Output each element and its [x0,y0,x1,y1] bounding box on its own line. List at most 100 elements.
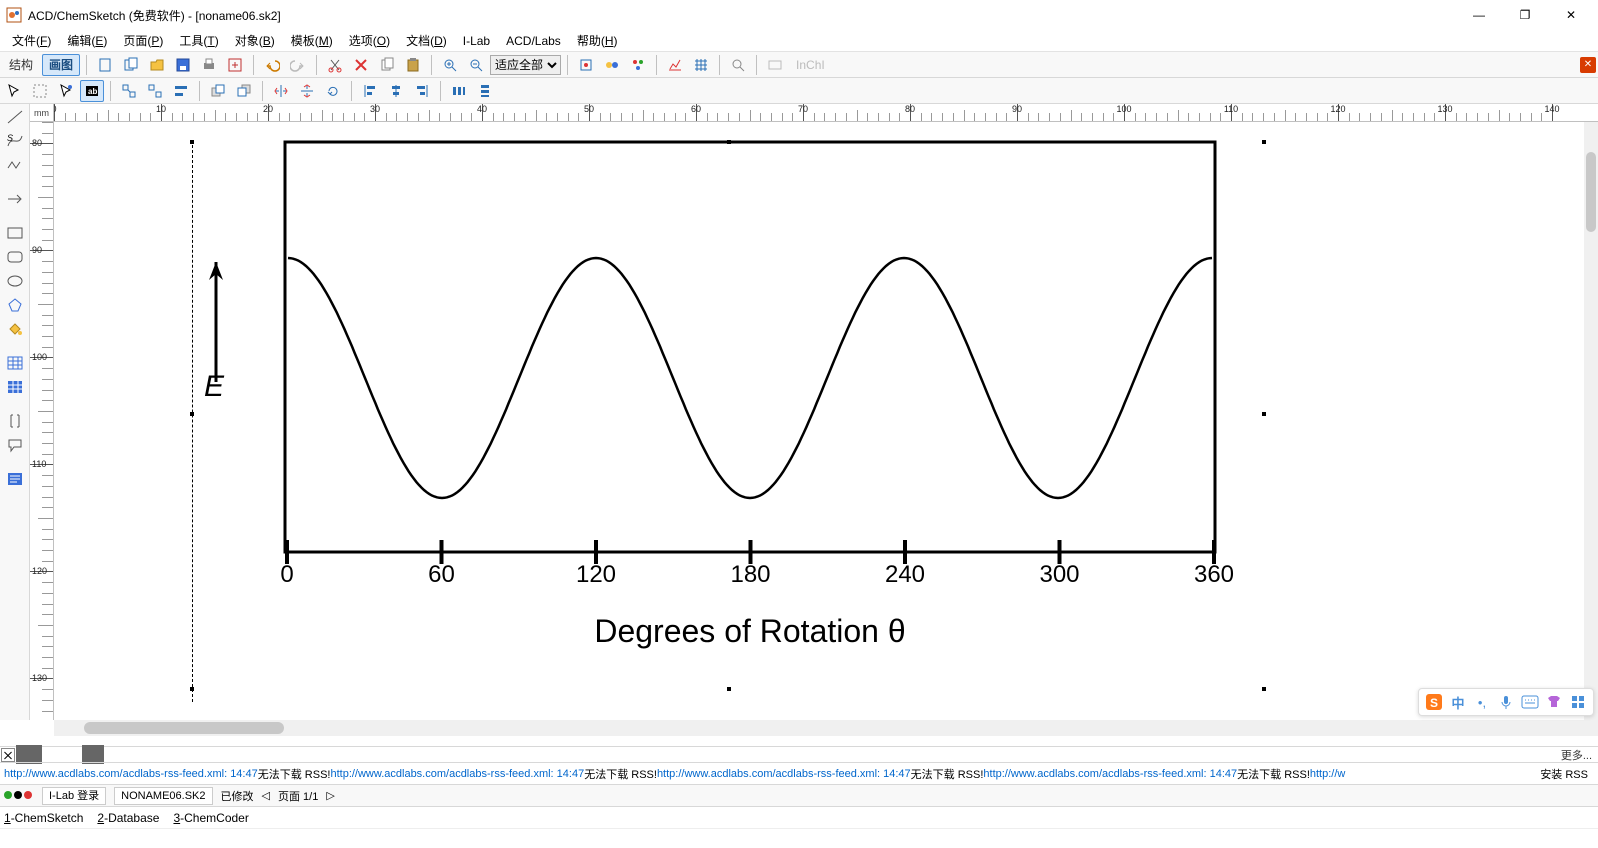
stamp-tool-icon[interactable] [3,468,27,490]
zoom-out-icon[interactable] [464,54,488,76]
send-back-icon[interactable] [232,80,256,102]
bottom-tab-1[interactable]: 2-Database [97,811,159,825]
menu-2[interactable]: 页面(P) [115,31,171,51]
vertical-scrollbar[interactable] [1584,122,1598,720]
line-tool-icon[interactable] [3,106,27,128]
tool-search-icon[interactable] [726,54,750,76]
bottom-tab-2[interactable]: 3-ChemCoder [173,811,248,825]
bottom-tab-bar: 1-ChemSketch 2-Database 3-ChemCoder [0,806,1598,828]
menu-3[interactable]: 工具(T) [171,31,226,51]
table-tool-icon[interactable] [3,352,27,374]
group-icon[interactable] [117,80,141,102]
bracket-tool-icon[interactable] [3,410,27,432]
color-swatch[interactable] [102,745,104,764]
menu-8[interactable]: I-Lab [455,31,498,51]
prev-page-icon[interactable]: ◁ [262,789,270,802]
arrow-tool-icon[interactable] [3,188,27,210]
lasso-tool-icon[interactable] [28,80,52,102]
ime-keyboard-icon[interactable] [1519,691,1541,713]
horizontal-ruler: mm 0102030405060708090100110120130140 [30,104,1598,122]
grid-tool-icon[interactable] [3,376,27,398]
ime-logo-icon[interactable]: S [1423,691,1445,713]
menu-1[interactable]: 编辑(E) [59,31,115,51]
tool-chart-icon[interactable] [663,54,687,76]
select-tool-icon[interactable] [2,80,26,102]
zoom-select[interactable]: 适应全部 [490,55,561,75]
new-page-icon[interactable] [93,54,117,76]
open-icon[interactable] [145,54,169,76]
ilab-login-button[interactable]: I-Lab 登录 [42,787,106,805]
ellipse-tool-icon[interactable] [3,270,27,292]
rss-link[interactable]: http://www.acdlabs.com/acdlabs-rss-feed.… [4,768,258,780]
copy-page-icon[interactable] [119,54,143,76]
ime-mic-icon[interactable] [1495,691,1517,713]
tool-a-icon[interactable] [574,54,598,76]
menu-7[interactable]: 文档(D) [398,31,455,51]
undo-icon[interactable] [260,54,284,76]
window-close-button[interactable]: ✕ [1548,0,1594,30]
cut-icon[interactable] [323,54,347,76]
ime-punct-icon[interactable]: •, [1471,691,1493,713]
align-icon[interactable] [169,80,193,102]
curve-tool-icon[interactable]: S [3,130,27,152]
bucket-tool-icon[interactable] [3,318,27,340]
roundrect-tool-icon[interactable] [3,246,27,268]
more-colors-button[interactable]: 更多... [1555,747,1598,763]
node-select-icon[interactable] [54,80,78,102]
document-close-icon[interactable]: ✕ [1580,57,1596,73]
menu-5[interactable]: 模板(M) [283,31,341,51]
callout-tool-icon[interactable] [3,434,27,456]
menu-10[interactable]: 帮助(H) [569,31,626,51]
ime-toolbar[interactable]: S 中 •, [1418,688,1594,716]
bring-front-icon[interactable] [206,80,230,102]
menu-9[interactable]: ACD/Labs [498,31,569,51]
menu-4[interactable]: 对象(B) [227,31,283,51]
distribute-v-icon[interactable] [473,80,497,102]
align-left-icon[interactable] [358,80,382,102]
rss-link[interactable]: http://www.acdlabs.com/acdlabs-rss-feed.… [330,768,584,780]
color-swatch[interactable] [40,745,42,764]
page-mark [190,140,194,144]
copy-icon[interactable] [375,54,399,76]
align-center-icon[interactable] [384,80,408,102]
align-right-icon[interactable] [410,80,434,102]
tool-grid-icon[interactable] [689,54,713,76]
rss-link[interactable]: http://www.acdlabs.com/acdlabs-rss-feed.… [657,768,911,780]
export-icon[interactable] [223,54,247,76]
rss-link[interactable]: http://w [1310,768,1345,780]
save-icon[interactable] [171,54,195,76]
drawing-canvas[interactable]: E060120180240300360Degrees of Rotation θ [54,122,1584,720]
mode-draw-button[interactable]: 画图 [42,54,80,76]
horizontal-scrollbar[interactable] [54,720,1598,736]
ime-lang-label[interactable]: 中 [1447,691,1469,713]
tool-b-icon[interactable] [600,54,624,76]
ungroup-icon[interactable] [143,80,167,102]
window-minimize-button[interactable]: — [1456,0,1502,30]
rotate-icon[interactable] [321,80,345,102]
distribute-h-icon[interactable] [447,80,471,102]
ime-toolbox-icon[interactable] [1567,691,1589,713]
rss-link[interactable]: http://www.acdlabs.com/acdlabs-rss-feed.… [983,768,1237,780]
text-tool-icon[interactable]: ab [80,80,104,102]
zoom-in-icon[interactable] [438,54,462,76]
delete-icon[interactable] [349,54,373,76]
menu-6[interactable]: 选项(O) [341,31,398,51]
flip-h-icon[interactable] [269,80,293,102]
bottom-tab-0[interactable]: 1-ChemSketch [4,811,83,825]
paste-icon[interactable] [401,54,425,76]
polyline-tool-icon[interactable] [3,154,27,176]
inchi-icon[interactable] [763,54,787,76]
mode-structure-button[interactable]: 结构 [2,54,40,76]
next-page-icon[interactable]: ▷ [326,789,334,802]
polygon-tool-icon[interactable] [3,294,27,316]
flip-v-icon[interactable] [295,80,319,102]
rect-tool-icon[interactable] [3,222,27,244]
no-color-swatch[interactable] [1,748,15,762]
window-maximize-button[interactable]: ❐ [1502,0,1548,30]
ime-skin-icon[interactable] [1543,691,1565,713]
menu-0[interactable]: 文件(F) [4,31,59,51]
redo-icon[interactable] [286,54,310,76]
print-icon[interactable] [197,54,221,76]
tool-c-icon[interactable] [626,54,650,76]
install-rss-button[interactable]: 安装 RSS [1534,766,1594,782]
